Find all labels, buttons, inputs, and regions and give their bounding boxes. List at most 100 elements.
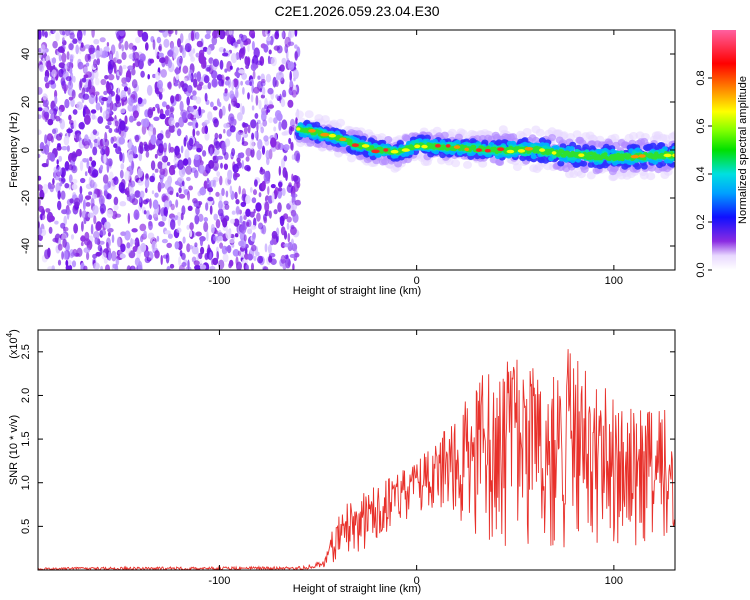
noise-cell bbox=[93, 262, 100, 270]
noise-cell bbox=[228, 113, 235, 124]
noise-cell bbox=[198, 164, 205, 174]
colorbar-ticks: 0.0 0.2 0.4 0.6 0.8 bbox=[695, 70, 712, 278]
noise-cell bbox=[211, 36, 218, 46]
noise-cell bbox=[261, 145, 266, 155]
track-cell bbox=[463, 160, 472, 169]
noise-cell bbox=[255, 202, 262, 212]
noise-cell bbox=[233, 218, 240, 227]
noise-cell bbox=[271, 192, 275, 203]
noise-cell bbox=[76, 101, 83, 110]
noise-cell bbox=[290, 238, 295, 249]
spectrogram-noise-cells bbox=[38, 30, 302, 270]
noise-cell bbox=[286, 222, 290, 230]
noise-cell bbox=[158, 221, 165, 227]
noise-cell bbox=[267, 104, 275, 109]
noise-cell bbox=[251, 234, 255, 243]
noise-cell bbox=[113, 176, 119, 186]
noise-cell bbox=[46, 60, 52, 71]
noise-cell bbox=[44, 249, 48, 256]
noise-cell bbox=[231, 210, 236, 215]
noise-cell bbox=[273, 117, 278, 124]
noise-cell bbox=[103, 154, 107, 164]
noise-cell bbox=[81, 210, 88, 219]
track-cell bbox=[522, 128, 532, 136]
noise-cell bbox=[207, 187, 214, 193]
noise-cell bbox=[209, 251, 212, 261]
colorbar-tick-label: 0.6 bbox=[695, 118, 707, 133]
noise-cell bbox=[278, 66, 282, 71]
noise-cell bbox=[106, 42, 110, 47]
noise-cell bbox=[161, 238, 168, 244]
noise-cell bbox=[262, 86, 266, 96]
noise-cell bbox=[147, 74, 150, 80]
noise-cell bbox=[195, 231, 202, 237]
noise-cell bbox=[289, 79, 293, 88]
noise-cell bbox=[73, 119, 77, 130]
noise-cell bbox=[144, 250, 149, 257]
noise-cell bbox=[77, 61, 84, 70]
noise-cell bbox=[169, 107, 174, 115]
noise-cell bbox=[183, 77, 188, 84]
noise-cell bbox=[131, 160, 135, 171]
noise-cell bbox=[106, 103, 110, 108]
noise-cell bbox=[186, 176, 191, 182]
noise-cell bbox=[247, 253, 253, 261]
track-cell bbox=[495, 139, 503, 146]
noise-cell bbox=[234, 191, 238, 200]
track-cell bbox=[530, 153, 537, 160]
noise-cell bbox=[253, 217, 257, 228]
noise-cell bbox=[175, 93, 180, 102]
noise-cell bbox=[103, 184, 109, 191]
noise-cell bbox=[142, 118, 150, 128]
noise-cell bbox=[60, 190, 66, 200]
colorbar-tick-label: 0.8 bbox=[695, 70, 707, 85]
track-cell bbox=[670, 131, 675, 140]
noise-cell bbox=[169, 190, 174, 196]
noise-cell bbox=[134, 190, 141, 198]
noise-cell bbox=[204, 33, 211, 40]
noise-cell bbox=[167, 50, 174, 57]
noise-cell bbox=[256, 212, 261, 222]
noise-cell bbox=[68, 96, 74, 101]
noise-cell bbox=[190, 30, 195, 42]
noise-cell bbox=[281, 57, 287, 65]
noise-cell bbox=[231, 80, 235, 91]
noise-cell bbox=[76, 30, 83, 41]
noise-cell bbox=[129, 180, 136, 188]
noise-cell bbox=[135, 36, 141, 44]
noise-cell bbox=[92, 146, 98, 156]
noise-cell bbox=[294, 30, 298, 37]
noise-cell bbox=[155, 103, 160, 109]
spectrogram-y-axis-title: Frequency (Hz) bbox=[8, 112, 20, 188]
noise-cell bbox=[61, 251, 64, 260]
noise-cell bbox=[131, 79, 138, 89]
noise-cell bbox=[235, 87, 239, 99]
noise-cell bbox=[56, 159, 59, 165]
noise-cell bbox=[244, 247, 248, 255]
noise-cell bbox=[182, 47, 186, 59]
noise-cell bbox=[100, 265, 103, 270]
noise-cell bbox=[193, 78, 198, 88]
track-peak bbox=[371, 149, 380, 154]
snr-frame bbox=[37, 329, 676, 571]
noise-cell bbox=[177, 38, 181, 48]
noise-cell bbox=[123, 86, 129, 92]
noise-cell bbox=[108, 251, 112, 261]
noise-cell bbox=[198, 53, 205, 65]
noise-cell bbox=[121, 82, 128, 88]
noise-cell bbox=[293, 61, 296, 71]
noise-cell bbox=[245, 156, 250, 162]
noise-cell bbox=[213, 235, 218, 242]
noise-cell bbox=[62, 31, 66, 36]
noise-cell bbox=[281, 187, 286, 197]
noise-cell bbox=[45, 114, 49, 121]
noise-cell bbox=[277, 187, 283, 192]
track-peak bbox=[630, 154, 639, 159]
noise-cell bbox=[128, 115, 134, 123]
noise-cell bbox=[212, 179, 217, 188]
noise-cell bbox=[99, 47, 103, 56]
noise-cell bbox=[137, 97, 143, 105]
noise-cell bbox=[114, 101, 122, 108]
noise-cell bbox=[52, 237, 59, 243]
